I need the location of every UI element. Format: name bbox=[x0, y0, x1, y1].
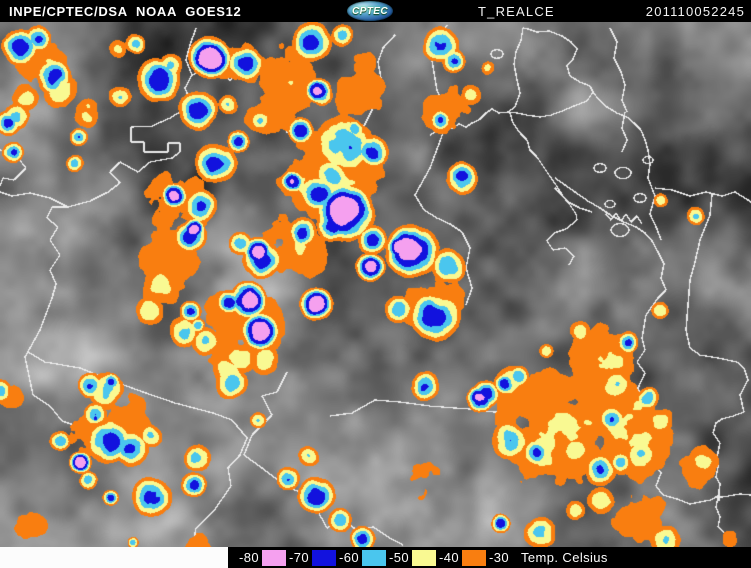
header-bar: INPE/CPTEC/DSA NOAA GOES12 CPTEC T_REALC… bbox=[0, 0, 751, 22]
legend-swatch-blue bbox=[312, 549, 336, 566]
legend-swatch-orange bbox=[462, 549, 486, 566]
legend-title: Temp. Celsius bbox=[521, 550, 608, 565]
legend-spacer bbox=[0, 547, 228, 568]
satellite-canvas bbox=[0, 22, 751, 547]
legend-label--50: -50 bbox=[389, 550, 409, 565]
product-title: T_REALCE bbox=[478, 4, 555, 19]
legend-label--30: -30 bbox=[489, 550, 509, 565]
legend-label--40: -40 bbox=[439, 550, 459, 565]
cptec-logo: CPTEC bbox=[347, 1, 393, 21]
legend-bar: -80 -70 -60 -50 -40 -30 Temp. Celsius bbox=[0, 547, 751, 568]
legend-swatch-cyan bbox=[362, 549, 386, 566]
temperature-legend: -80 -70 -60 -50 -40 -30 Temp. Celsius bbox=[228, 547, 751, 568]
timestamp: 201110052245 bbox=[645, 4, 745, 19]
legend-label--60: -60 bbox=[339, 550, 359, 565]
legend-swatch-yellow bbox=[412, 549, 436, 566]
legend-label--70: -70 bbox=[289, 550, 309, 565]
station-id-text: INPE/CPTEC/DSA NOAA GOES12 bbox=[9, 4, 242, 19]
cptec-logo-text: CPTEC bbox=[352, 5, 388, 17]
legend-label--80: -80 bbox=[239, 550, 259, 565]
legend-swatch-pink bbox=[262, 549, 286, 566]
